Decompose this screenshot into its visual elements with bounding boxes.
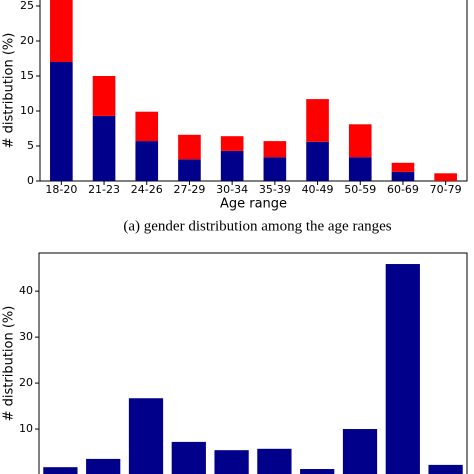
y-axis-label: # distribution (%) bbox=[2, 306, 17, 422]
y-axis-label: # distribution (%) bbox=[2, 33, 17, 149]
x-axis-label: Age range bbox=[220, 197, 287, 212]
x-tick-label: 30-34 bbox=[216, 183, 248, 196]
bar bbox=[86, 458, 121, 474]
y-tick-label: 40 bbox=[19, 284, 33, 297]
y-tick-label: 20 bbox=[20, 34, 34, 47]
bar-segment bbox=[391, 162, 415, 172]
bar bbox=[257, 448, 292, 474]
bar-segment bbox=[178, 134, 201, 160]
y-tick-label: 5 bbox=[27, 139, 34, 152]
x-tick-label: 40-49 bbox=[302, 183, 334, 196]
bar bbox=[300, 469, 335, 474]
bar-segment bbox=[178, 159, 201, 181]
x-tick-label: 21-23 bbox=[88, 183, 120, 196]
bar bbox=[214, 450, 249, 474]
caption: (a) gender distribution among the age ra… bbox=[123, 218, 391, 234]
x-tick-label: 60-69 bbox=[387, 183, 419, 196]
bar bbox=[385, 264, 420, 474]
x-tick-label: 24-26 bbox=[131, 183, 163, 196]
bar-segment bbox=[50, 0, 73, 62]
plot-frame bbox=[38, 252, 468, 474]
bar-segment bbox=[306, 99, 329, 142]
bar-segment bbox=[263, 157, 287, 181]
bar-segment bbox=[92, 115, 116, 181]
bar-segment bbox=[391, 171, 415, 181]
y-tick-label: 10 bbox=[19, 422, 33, 435]
y-tick-label: 20 bbox=[19, 376, 33, 389]
bar-segment bbox=[92, 76, 116, 116]
bar bbox=[128, 398, 164, 474]
y-tick-label: 10 bbox=[20, 104, 34, 117]
y-tick-label: 15 bbox=[20, 69, 34, 82]
x-tick-label: 50-59 bbox=[344, 183, 376, 196]
bar bbox=[428, 464, 463, 474]
bar-segment bbox=[135, 111, 159, 142]
bar bbox=[342, 429, 378, 474]
y-tick-label: 30 bbox=[19, 330, 33, 343]
bar-segment bbox=[220, 150, 244, 181]
y-tick-label: 0 bbox=[27, 174, 34, 187]
bar-segment bbox=[306, 141, 329, 181]
bar-segment bbox=[348, 157, 372, 181]
bar-segment bbox=[50, 62, 73, 181]
bar-segment bbox=[220, 136, 244, 151]
bar-segment bbox=[348, 124, 372, 158]
plot-frame bbox=[39, 0, 468, 182]
bar bbox=[43, 467, 78, 474]
x-tick-label: 35-39 bbox=[259, 183, 291, 196]
x-tick-label: 70-79 bbox=[430, 183, 462, 196]
y-tick-label: 25 bbox=[20, 0, 34, 12]
bar-segment bbox=[263, 141, 287, 158]
x-tick-label: 27-29 bbox=[173, 183, 205, 196]
bar-segment bbox=[135, 141, 159, 181]
x-tick-label: 18-20 bbox=[45, 183, 77, 196]
bar-segment bbox=[434, 173, 457, 181]
bar bbox=[171, 441, 206, 474]
